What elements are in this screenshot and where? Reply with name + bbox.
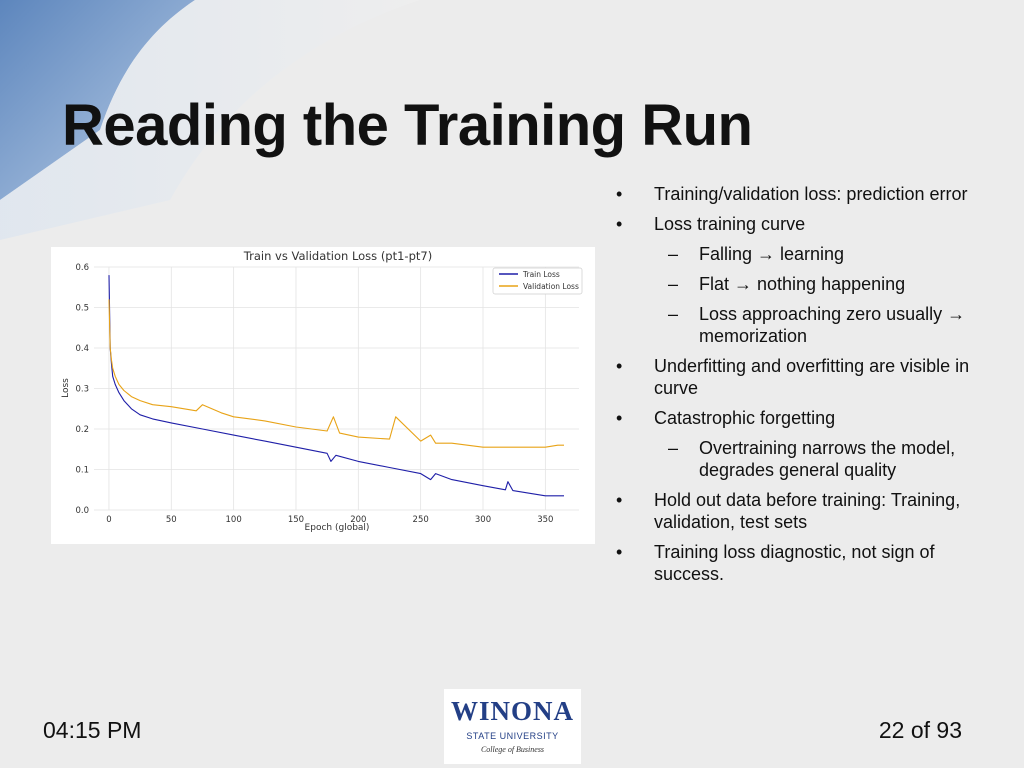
bullet-text: Training loss diagnostic, not sign of su… <box>654 542 935 584</box>
bullet-marker: • <box>616 490 623 510</box>
bullet-marker: – <box>668 438 679 458</box>
train-loss-line <box>108 275 564 497</box>
bullet-text: Loss training curve <box>654 214 806 234</box>
footer-time: 04:15 PM <box>43 717 142 743</box>
y-tick-label: 0.6 <box>75 263 89 273</box>
sub-bullet-item: – Loss approaching zero usually → memoriz… <box>616 303 1006 347</box>
bullet-item: • Underfitting and overfitting are visibl… <box>616 355 1006 399</box>
sub-bullet-item: – Overtraining narrows the model, degrade… <box>616 437 1006 481</box>
y-tick-label: 0.5 <box>75 304 89 314</box>
university-logo: WINONA STATE UNIVERSITY College of Busin… <box>444 689 581 764</box>
bullet-text: Training/validation loss: prediction err… <box>654 184 968 204</box>
x-tick-label: 300 <box>475 515 491 525</box>
x-tick-label: 200 <box>350 515 366 525</box>
y-tick-label: 0.1 <box>75 466 89 476</box>
logo-college: College of Business <box>480 745 545 754</box>
y-tick-label: 0.4 <box>75 344 89 354</box>
bullet-marker: – <box>668 244 679 264</box>
bullet-text: Hold out data before training: Training,… <box>654 490 961 532</box>
slide-title: Reading the Training Run <box>62 93 753 158</box>
bullet-text: Catastrophic forgetting <box>654 408 836 428</box>
chart-axes: 0 50 100 150 200 250 300 350 0.0 0.1 0.2 0.3 0.4 0.5 0… <box>75 263 553 525</box>
page-number: 22 of 93 <box>878 717 962 743</box>
bullet-list: • Training/validation loss: prediction er… <box>616 183 1006 585</box>
logo-wordmark: WINONA <box>450 696 574 726</box>
bullet-text: Underfitting and overfitting are visible… <box>654 356 970 398</box>
y-tick-label: 0.3 <box>75 385 89 395</box>
x-tick-label: 250 <box>413 515 429 525</box>
logo-subtitle: STATE UNIVERSITY <box>466 731 559 741</box>
bullet-marker: • <box>616 542 623 562</box>
chart-title: Train vs Validation Loss (pt1-pt7) <box>243 249 432 263</box>
x-axis-label: Epoch (global) <box>305 523 370 533</box>
x-tick-label: 350 <box>537 515 553 525</box>
bullet-item: • Hold out data before training: Training… <box>616 489 1006 533</box>
bullet-marker: • <box>616 214 623 234</box>
chart-grid <box>94 266 579 511</box>
bullet-marker: – <box>668 304 679 324</box>
bullet-text: Overtraining narrows the model, degrades… <box>699 438 956 480</box>
chart-lines <box>108 275 564 497</box>
y-axis-label: Loss <box>61 378 71 398</box>
bullet-item: • Training loss diagnostic, not sign of s… <box>616 541 1006 585</box>
x-tick-label: 100 <box>226 515 242 525</box>
y-tick-label: 0.0 <box>75 506 89 516</box>
bullet-item: • Catastrophic forgetting <box>616 407 1006 429</box>
bullet-text: Falling → learning <box>699 244 845 264</box>
y-tick-label: 0.2 <box>75 425 89 435</box>
chart-legend: Train Loss Validation Loss <box>492 267 583 295</box>
x-tick-label: 150 <box>288 515 304 525</box>
legend-train-label: Train Loss <box>522 270 560 279</box>
loss-chart-svg: Train vs Validation Loss (pt1-pt7) 0 50 10… <box>61 249 583 533</box>
x-tick-label: 0 <box>106 515 111 525</box>
bullet-marker: • <box>616 184 623 204</box>
legend-validation-label: Validation Loss <box>523 282 579 291</box>
validation-loss-line <box>108 299 564 448</box>
bullet-text: Loss approaching zero usually → memoriza… <box>699 304 966 346</box>
sub-bullet-item: – Flat → nothing happening <box>616 273 1006 295</box>
loss-chart: Train vs Validation Loss (pt1-pt7) 0 50 10… <box>51 247 595 544</box>
bullet-item: • Training/validation loss: prediction er… <box>616 183 1006 205</box>
bullet-marker: – <box>668 274 679 294</box>
bullet-item: • Loss training curve <box>616 213 1006 235</box>
bullet-marker: • <box>616 356 623 376</box>
x-tick-label: 50 <box>166 515 177 525</box>
bullet-text: Flat → nothing happening <box>699 274 906 294</box>
bullet-marker: • <box>616 408 623 428</box>
sub-bullet-item: – Falling → learning <box>616 243 1006 265</box>
